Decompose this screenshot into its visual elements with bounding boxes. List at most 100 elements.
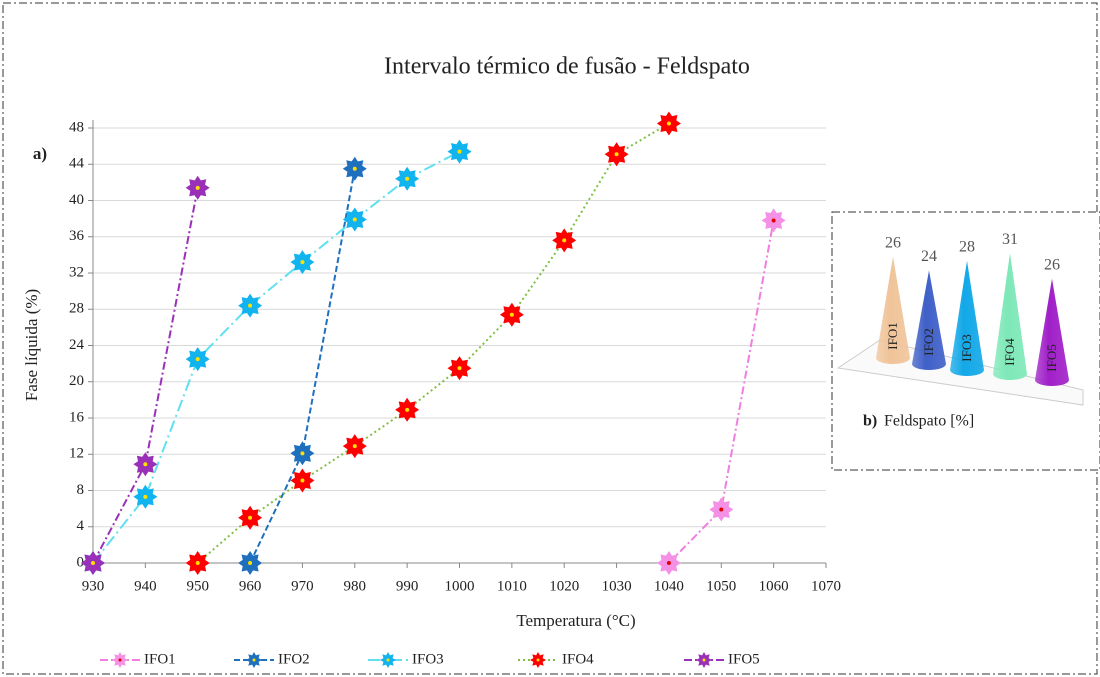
marker (185, 551, 210, 575)
legend-label: IFO2 (278, 651, 310, 667)
legend-label: IFO5 (728, 651, 760, 667)
category-label: IFO3 (959, 334, 974, 361)
panel-label: a) (33, 144, 47, 163)
cone (993, 253, 1027, 380)
marker-center (386, 658, 390, 662)
cone (912, 270, 946, 370)
marker (342, 207, 367, 232)
category-label: IFO4 (1002, 338, 1017, 366)
category-label: IFO2 (921, 328, 936, 355)
marker-center (195, 185, 200, 190)
chart-title: Intervalo térmico de fusão - Feldspato (384, 54, 750, 80)
x-tick-label: 960 (239, 578, 262, 594)
marker (238, 551, 263, 575)
marker-center (614, 152, 619, 157)
marker-center (405, 407, 410, 412)
marker (290, 250, 315, 275)
marker (238, 505, 263, 530)
x-tick-label: 970 (291, 578, 314, 594)
y-tick-label: 48 (69, 119, 84, 135)
legend-label: IFO3 (412, 651, 444, 667)
marker (238, 293, 263, 318)
cone (876, 256, 910, 364)
x-tick-label: 1030 (602, 578, 632, 594)
marker (761, 208, 786, 233)
marker-center (195, 561, 200, 565)
legend-marker (530, 652, 546, 668)
marker-center (195, 357, 200, 362)
marker-center (666, 121, 671, 126)
x-tick-label: 940 (134, 578, 157, 594)
y-tick-label: 44 (69, 156, 85, 172)
marker (290, 441, 315, 466)
y-tick-label: 24 (69, 337, 85, 353)
legend-marker (246, 652, 262, 668)
marker (81, 551, 105, 575)
marker-center (352, 166, 357, 171)
marker-center (91, 561, 95, 565)
value-label: 26 (1044, 256, 1060, 273)
x-tick-label: 1050 (706, 578, 736, 594)
y-axis-label: Fase líquida (%) (22, 289, 41, 401)
y-tick-label: 16 (69, 409, 85, 425)
marker (290, 468, 315, 493)
marker (709, 497, 734, 522)
legend-marker (112, 652, 128, 668)
x-tick-label: 1010 (497, 578, 527, 594)
marker (395, 166, 420, 191)
x-tick-label: 930 (82, 578, 105, 594)
marker (447, 356, 472, 381)
marker (395, 397, 420, 422)
marker (133, 484, 158, 509)
marker-center (300, 451, 305, 456)
marker (656, 111, 681, 136)
x-axis-label: Temperatura (°C) (516, 611, 635, 630)
x-tick-label: 950 (186, 578, 209, 594)
inset-title: Feldspato [%] (884, 413, 974, 430)
y-tick-label: 36 (69, 228, 85, 244)
marker-center (143, 462, 148, 467)
x-tick-label: 1000 (445, 578, 475, 594)
x-tick-label: 1070 (811, 578, 841, 594)
marker (185, 347, 210, 372)
y-tick-label: 28 (69, 301, 84, 317)
marker (447, 139, 472, 164)
value-label: 26 (885, 234, 901, 251)
series-line (197, 122, 670, 564)
marker (342, 434, 367, 459)
legend-label: IFO1 (144, 651, 176, 667)
x-tick-label: 1020 (549, 578, 579, 594)
marker-center (509, 312, 514, 317)
value-label: 28 (959, 238, 975, 255)
marker-center (562, 238, 567, 243)
marker-center (457, 149, 462, 154)
y-tick-label: 40 (69, 192, 84, 208)
marker-center (248, 561, 253, 565)
marker-center (300, 478, 305, 483)
y-tick-label: 4 (77, 518, 85, 534)
legend-marker (380, 652, 396, 668)
cone (1035, 278, 1069, 386)
marker-center (352, 444, 357, 449)
marker (185, 175, 210, 200)
x-tick-label: 1060 (759, 578, 789, 594)
marker (552, 228, 577, 253)
marker (342, 156, 367, 181)
cone (950, 260, 984, 376)
marker-center (143, 494, 148, 499)
marker-center (457, 366, 462, 371)
marker-center (702, 658, 706, 662)
series-line (249, 168, 356, 564)
series-line (92, 187, 199, 564)
x-tick-label: 980 (344, 578, 367, 594)
marker-center (118, 658, 122, 662)
series-line (92, 150, 460, 564)
marker (604, 142, 629, 167)
marker-center (666, 561, 671, 565)
x-tick-label: 1040 (654, 578, 684, 594)
category-label: IFO1 (885, 322, 900, 349)
y-tick-label: 0 (77, 554, 85, 570)
legend-label: IFO4 (562, 651, 594, 667)
marker-center (248, 515, 253, 520)
